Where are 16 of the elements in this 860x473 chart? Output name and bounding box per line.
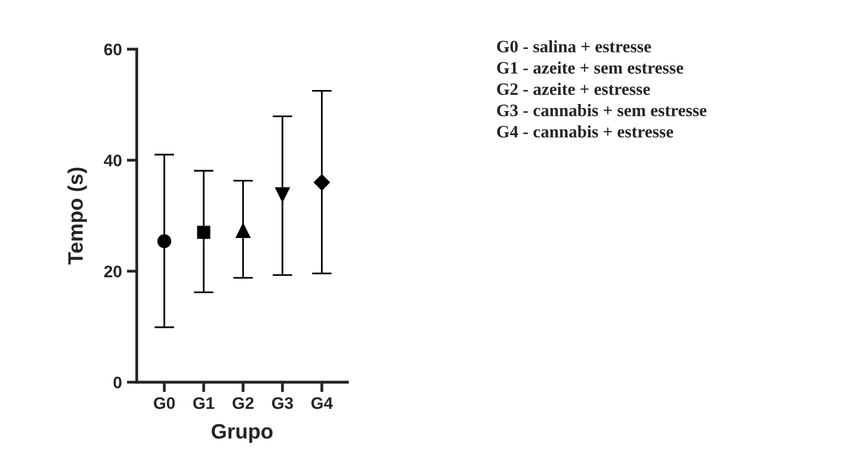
x-tick-label: G1 <box>193 397 214 410</box>
text: G3 - cannabis + sem estresse <box>497 104 706 116</box>
y-tick-label: 60 <box>104 44 122 56</box>
x-tick-label: G3 <box>272 397 293 410</box>
text: G2 - azeite + estresse <box>497 82 650 95</box>
y-tick-label: 40 <box>104 154 122 166</box>
x-tick-label: G0 <box>154 397 175 410</box>
y-tick-label: 20 <box>104 266 122 278</box>
y-axis-title: Tempo (s) <box>68 168 87 264</box>
x-tick-label: G4 <box>311 397 333 410</box>
text: G4 - cannabis + estresse <box>497 125 674 138</box>
text: G0 - salina + estresse <box>497 40 651 52</box>
x-tick-label: G2 <box>232 397 254 410</box>
y-tick-label: 0 <box>114 376 122 388</box>
text: G1 - azeite + sem estresse <box>497 61 684 74</box>
x-axis-title: Grupo <box>212 424 273 443</box>
